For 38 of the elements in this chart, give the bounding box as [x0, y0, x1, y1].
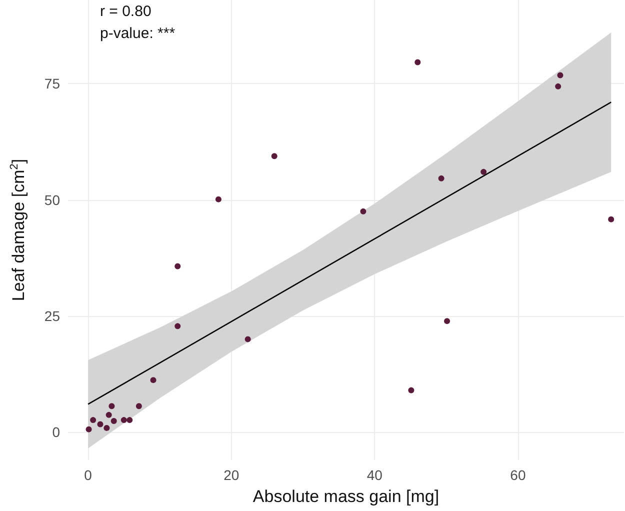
y-tick-label: 25 — [44, 308, 60, 324]
point — [557, 72, 564, 78]
y-axis-title: Leaf damage [cm2] — [8, 158, 28, 302]
point — [480, 168, 487, 175]
point — [86, 426, 92, 432]
point — [244, 336, 251, 342]
point — [414, 59, 421, 66]
point — [408, 387, 414, 394]
annotation: r = 0.80 — [100, 3, 152, 20]
point — [120, 417, 127, 424]
annotation: p-value: *** — [100, 25, 176, 42]
point — [90, 417, 96, 424]
point — [555, 83, 562, 90]
point — [104, 424, 110, 431]
line-series — [87, 102, 612, 405]
point — [360, 208, 366, 214]
point — [136, 403, 142, 410]
point — [97, 421, 104, 428]
x-tick-label: 0 — [84, 467, 92, 483]
point — [608, 216, 614, 222]
point — [174, 263, 181, 270]
point — [108, 403, 115, 410]
x-tick-label: 40 — [366, 467, 383, 483]
x-axis-title: Absolute mass gain [mg] — [252, 487, 440, 506]
point — [444, 318, 450, 324]
y-tick-label: 50 — [44, 192, 60, 208]
point — [271, 153, 278, 160]
x-tick-label: 60 — [510, 467, 526, 483]
x-tick-label: 20 — [224, 467, 240, 483]
point — [215, 196, 222, 202]
y-tick-label: 0 — [52, 424, 60, 440]
point — [174, 323, 181, 330]
y-tick-label: 75 — [44, 76, 60, 92]
point — [126, 417, 133, 424]
point — [438, 175, 444, 182]
point — [110, 418, 117, 424]
point — [150, 377, 156, 384]
point — [106, 412, 112, 418]
